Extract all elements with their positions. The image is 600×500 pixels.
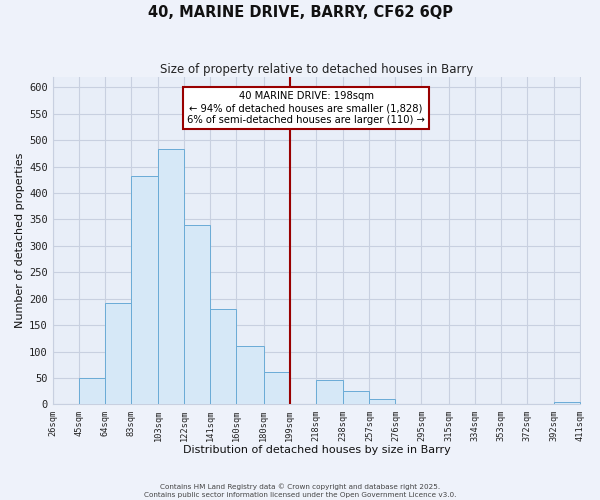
Bar bbox=[370, 399, 395, 404]
Bar bbox=[79, 378, 105, 404]
Text: 40, MARINE DRIVE, BARRY, CF62 6QP: 40, MARINE DRIVE, BARRY, CF62 6QP bbox=[148, 5, 452, 20]
Bar bbox=[211, 310, 236, 404]
Bar bbox=[316, 380, 343, 404]
Bar bbox=[554, 402, 580, 404]
Bar bbox=[158, 148, 184, 404]
Bar bbox=[343, 392, 370, 404]
X-axis label: Distribution of detached houses by size in Barry: Distribution of detached houses by size … bbox=[183, 445, 451, 455]
Text: Contains HM Land Registry data © Crown copyright and database right 2025.
Contai: Contains HM Land Registry data © Crown c… bbox=[144, 484, 456, 498]
Bar bbox=[184, 224, 211, 404]
Bar bbox=[131, 176, 158, 404]
Text: 40 MARINE DRIVE: 198sqm
← 94% of detached houses are smaller (1,828)
6% of semi-: 40 MARINE DRIVE: 198sqm ← 94% of detache… bbox=[187, 92, 425, 124]
Bar bbox=[236, 346, 264, 405]
Bar bbox=[264, 372, 290, 404]
Y-axis label: Number of detached properties: Number of detached properties bbox=[15, 153, 25, 328]
Bar bbox=[105, 303, 131, 404]
Title: Size of property relative to detached houses in Barry: Size of property relative to detached ho… bbox=[160, 62, 473, 76]
